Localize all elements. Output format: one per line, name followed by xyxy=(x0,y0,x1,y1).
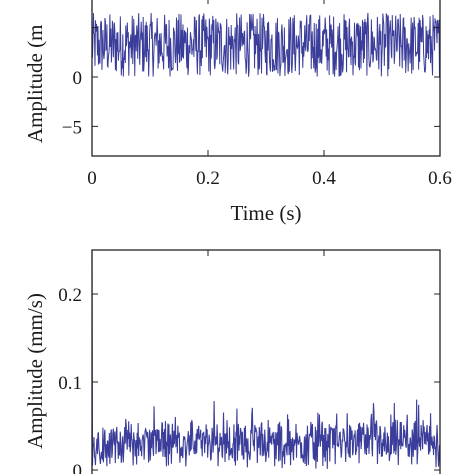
top-signal-series xyxy=(91,12,441,78)
top-signal-line xyxy=(91,12,441,78)
top-x-tick-label: 0 xyxy=(87,168,97,189)
bottom-plot-frame xyxy=(91,249,441,474)
top-x-tick-label: 0.6 xyxy=(428,168,452,189)
top-x-ticks: 0 0.2 0.4 0.6 xyxy=(87,0,452,189)
top-x-tick-label: 0.2 xyxy=(196,168,220,189)
bottom-y-tick-label: 0.1 xyxy=(58,373,82,394)
top-y-axis-label: Amplitude (m xyxy=(23,25,47,143)
bottom-y-axis-label: Amplitude (mm/s) xyxy=(23,293,47,449)
top-y-tick-label: −5 xyxy=(62,117,82,138)
top-x-tick-label: 0.4 xyxy=(312,168,336,189)
bottom-x-ticks xyxy=(91,250,441,256)
top-chart: 0 0.2 0.4 0.6 −5 0 Time (s) Amplitude (m xyxy=(23,0,452,225)
bottom-y-tick-label: 0.2 xyxy=(58,285,82,306)
top-y-tick-label: 0 xyxy=(73,68,83,89)
top-y-ticks: −5 0 xyxy=(62,27,440,138)
top-x-axis-label: Time (s) xyxy=(231,201,302,225)
bottom-signal-line xyxy=(91,249,441,469)
bottom-signal-series xyxy=(91,249,441,469)
bottom-y-ticks: 0 0.1 0.2 xyxy=(58,285,440,474)
bottom-chart: 0 0.1 0.2 Amplitude (mm/s) xyxy=(23,249,441,474)
bottom-y-tick-label: 0 xyxy=(73,461,83,474)
